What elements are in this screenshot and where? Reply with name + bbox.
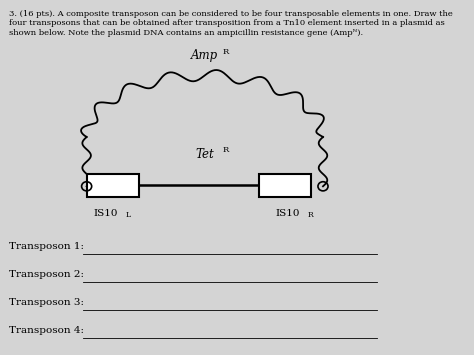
Text: Amp: Amp	[191, 49, 219, 62]
Text: 3. (16 pts). A composite transposon can be considered to be four transposable el: 3. (16 pts). A composite transposon can …	[9, 10, 453, 37]
Text: IS10: IS10	[93, 209, 118, 218]
Text: IS10: IS10	[275, 209, 300, 218]
Text: Transposon 4:: Transposon 4:	[9, 326, 84, 335]
Text: R: R	[223, 48, 229, 56]
Text: Transposon 2:: Transposon 2:	[9, 270, 84, 279]
FancyBboxPatch shape	[87, 174, 139, 197]
Text: Transposon 1:: Transposon 1:	[9, 242, 84, 251]
Text: R: R	[223, 146, 229, 154]
FancyBboxPatch shape	[259, 174, 311, 197]
Text: Tet: Tet	[195, 148, 214, 161]
Text: L: L	[126, 211, 130, 219]
Text: R: R	[308, 211, 313, 219]
Text: Transposon 3:: Transposon 3:	[9, 298, 84, 307]
